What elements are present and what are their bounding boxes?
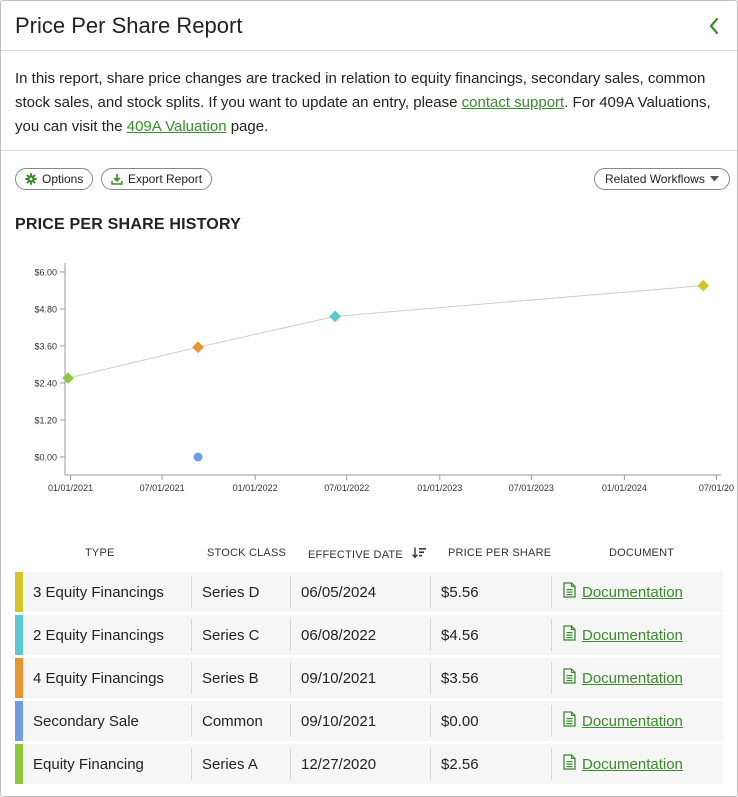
documentation-label: Documentation bbox=[582, 669, 683, 687]
related-workflows-label: Related Workflows bbox=[605, 172, 705, 186]
price-line-series bbox=[67, 285, 704, 379]
y-tick-label: $6.00 bbox=[34, 268, 57, 278]
x-tick-label: 01/01/2023 bbox=[417, 483, 462, 493]
caret-down-icon bbox=[709, 176, 719, 182]
intro-text: . For 409A Valuations, you can visit the bbox=[15, 94, 711, 135]
options-label: Options bbox=[42, 172, 84, 186]
documentation-link[interactable]: Documentation bbox=[563, 625, 683, 645]
type-cell: 4 Equity Financings bbox=[33, 669, 164, 687]
divider bbox=[1, 150, 737, 151]
data-point-diamond bbox=[329, 310, 341, 323]
effective-date-cell: 06/05/2024 bbox=[290, 576, 376, 608]
effective-date-label: EFFECTIVE DATE bbox=[308, 548, 403, 561]
data-point-diamond bbox=[192, 341, 204, 354]
price-cell: $3.56 bbox=[430, 662, 479, 694]
y-tick-label: $2.40 bbox=[34, 379, 57, 389]
stock-class-cell: Series A bbox=[191, 748, 258, 780]
table-row: Secondary Sale Common 09/10/2021 $0.00 Docum… bbox=[15, 701, 723, 741]
table-row: 4 Equity Financings Series B 09/10/2021 $3.… bbox=[15, 658, 723, 698]
export-report-button[interactable]: Export Report bbox=[101, 168, 213, 190]
effective-date-cell: 09/10/2021 bbox=[290, 662, 376, 694]
documentation-link[interactable]: Documentation bbox=[563, 711, 683, 731]
document-cell: Documentation bbox=[551, 619, 683, 651]
related-workflows-dropdown[interactable]: Related Workflows bbox=[594, 168, 730, 190]
x-tick-label: 07/01/2023 bbox=[509, 483, 554, 493]
documentation-link[interactable]: Documentation bbox=[563, 668, 683, 688]
download-icon bbox=[111, 173, 123, 185]
documentation-label: Documentation bbox=[582, 712, 683, 730]
x-tick-label: 01/01/2022 bbox=[233, 483, 278, 493]
documentation-link[interactable]: Documentation bbox=[563, 754, 683, 774]
gear-icon bbox=[25, 173, 37, 185]
sort-descending-icon[interactable] bbox=[411, 547, 426, 562]
effective-date-cell: 09/10/2021 bbox=[290, 705, 376, 737]
stock-class-cell: Series C bbox=[191, 619, 260, 651]
document-icon bbox=[563, 582, 576, 602]
series-color-swatch bbox=[15, 615, 23, 655]
series-color-swatch bbox=[15, 701, 23, 741]
x-tick-label: 07/01/20 bbox=[699, 483, 734, 493]
report-description: In this report, share price changes are … bbox=[15, 67, 725, 139]
type-cell: Equity Financing bbox=[33, 755, 144, 773]
price-cell: $4.56 bbox=[430, 619, 479, 651]
data-point-circle bbox=[193, 452, 203, 462]
column-header-price-per-share[interactable]: PRICE PER SHARE bbox=[448, 547, 552, 559]
y-tick-label: $3.60 bbox=[34, 342, 57, 352]
document-icon bbox=[563, 754, 576, 774]
stock-class-cell: Series B bbox=[191, 662, 259, 694]
price-cell: $5.56 bbox=[430, 576, 479, 608]
x-tick-label: 01/01/2021 bbox=[48, 483, 93, 493]
type-cell: 2 Equity Financings bbox=[33, 626, 164, 644]
series-color-swatch bbox=[15, 744, 23, 784]
chevron-left-icon[interactable] bbox=[705, 15, 723, 37]
table-row: 3 Equity Financings Series D 06/05/2024 $5.… bbox=[15, 572, 723, 612]
document-cell: Documentation bbox=[551, 748, 683, 780]
document-cell: Documentation bbox=[551, 662, 683, 694]
table-row: Equity Financing Series A 12/27/2020 $2.56 D… bbox=[15, 744, 723, 784]
column-header-effective-date[interactable]: EFFECTIVE DATE bbox=[308, 547, 426, 562]
price-cell: $0.00 bbox=[430, 705, 479, 737]
x-tick-label: 07/01/2021 bbox=[140, 483, 185, 493]
x-tick-label: 01/01/2024 bbox=[602, 483, 647, 493]
type-cell: Secondary Sale bbox=[33, 712, 139, 730]
series-color-swatch bbox=[15, 572, 23, 612]
options-button[interactable]: Options bbox=[15, 168, 94, 190]
chart-title: PRICE PER SHARE HISTORY bbox=[15, 216, 241, 233]
documentation-label: Documentation bbox=[582, 626, 683, 644]
effective-date-cell: 12/27/2020 bbox=[290, 748, 376, 780]
effective-date-cell: 06/08/2022 bbox=[290, 619, 376, 651]
documentation-label: Documentation bbox=[582, 583, 683, 601]
stock-class-cell: Common bbox=[191, 705, 263, 737]
column-header-document[interactable]: DOCUMENT bbox=[609, 547, 675, 559]
document-icon bbox=[563, 668, 576, 688]
intro-text: In this report, share price changes are … bbox=[15, 70, 706, 111]
stock-class-cell: Series D bbox=[191, 576, 260, 608]
report-header: Price Per Share Report bbox=[1, 1, 737, 51]
price-cell: $2.56 bbox=[430, 748, 479, 780]
table-row: 2 Equity Financings Series C 06/08/2022 $4.… bbox=[15, 615, 723, 655]
column-header-type[interactable]: TYPE bbox=[85, 547, 115, 559]
documentation-link[interactable]: Documentation bbox=[563, 582, 683, 602]
contact-support-link[interactable]: contact support bbox=[461, 94, 565, 111]
type-cell: 3 Equity Financings bbox=[33, 583, 164, 601]
intro-text: page. bbox=[226, 118, 269, 135]
409a-valuation-link[interactable]: 409A Valuation bbox=[126, 118, 227, 135]
document-icon bbox=[563, 625, 576, 645]
documentation-label: Documentation bbox=[582, 755, 683, 773]
y-tick-label: $1.20 bbox=[34, 416, 57, 426]
x-tick-label: 07/01/2022 bbox=[324, 483, 369, 493]
document-cell: Documentation bbox=[551, 705, 683, 737]
y-tick-label: $0.00 bbox=[34, 453, 57, 463]
data-point-diamond bbox=[62, 372, 74, 384]
data-point-diamond bbox=[697, 279, 710, 292]
document-icon bbox=[563, 711, 576, 731]
document-cell: Documentation bbox=[551, 576, 683, 608]
price-per-share-chart: $6.00 $4.80 $3.60 $2.40 $1.20 $0.00 01/01/202… bbox=[34, 263, 734, 493]
page-title: Price Per Share Report bbox=[15, 13, 243, 38]
series-color-swatch bbox=[15, 658, 23, 698]
export-report-label: Export Report bbox=[128, 172, 203, 186]
column-header-stock-class[interactable]: STOCK CLASS bbox=[207, 547, 287, 559]
y-tick-label: $4.80 bbox=[34, 305, 57, 315]
